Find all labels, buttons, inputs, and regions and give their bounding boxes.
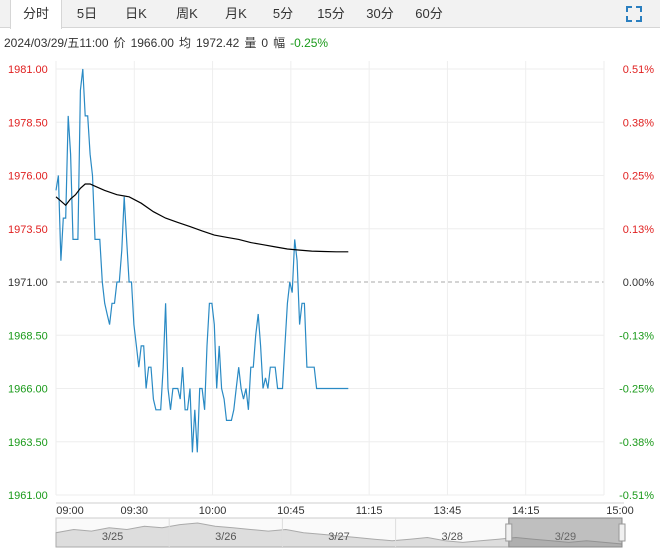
info-change: -0.25%	[290, 36, 329, 50]
info-avg-label: 均	[178, 36, 191, 50]
pct-tick-label: 0.13%	[623, 224, 654, 236]
x-tick-label: 10:45	[277, 505, 305, 517]
navigator-profile	[55, 522, 623, 548]
navigator-handle[interactable]	[618, 523, 626, 542]
y-tick-label: 1971.00	[8, 277, 48, 289]
x-tick-label: 15:00	[606, 505, 634, 517]
x-tick-label: 11:15	[356, 505, 383, 517]
pct-tick-label: -0.51%	[619, 490, 654, 502]
tab-30min[interactable]: 30分	[366, 6, 394, 21]
pct-tick-label: 0.25%	[623, 171, 654, 183]
navigator-date-label: 3/29	[555, 531, 576, 543]
average-line	[55, 183, 349, 253]
info-volume-label: 量	[244, 36, 257, 50]
info-volume: 0	[261, 36, 269, 50]
tab-fenshi[interactable]: 分时	[10, 0, 62, 29]
tab-60min[interactable]: 60分	[415, 6, 443, 21]
navigator-date-label: 3/26	[215, 531, 236, 543]
tab-monthly-k[interactable]: 月K	[225, 6, 247, 21]
price-line	[55, 68, 349, 453]
tab-5day[interactable]: 5日	[76, 6, 98, 21]
y-tick-label: 1966.00	[8, 384, 48, 396]
info-avg: 1972.42	[195, 36, 240, 50]
navigator-handle[interactable]	[505, 523, 513, 542]
y-tick-label: 1978.50	[8, 117, 48, 129]
pct-tick-label: 0.00%	[623, 277, 654, 289]
x-tick-label: 13:45	[434, 505, 462, 517]
y-tick-label: 1973.50	[8, 224, 48, 236]
y-tick-label: 1981.00	[8, 64, 48, 76]
tab-daily-k[interactable]: 日K	[125, 6, 147, 21]
navigator-selection[interactable]	[508, 517, 623, 548]
y-tick-label: 1968.50	[8, 330, 48, 342]
tab-weekly-k[interactable]: 周K	[176, 6, 198, 21]
pct-tick-label: 0.38%	[623, 117, 654, 129]
x-tick-label: 09:00	[56, 505, 84, 517]
fullscreen-icon	[626, 6, 642, 22]
y-tick-label: 1963.50	[8, 437, 48, 449]
pct-tick-label: -0.25%	[619, 384, 654, 396]
pct-tick-label: -0.13%	[619, 330, 654, 342]
info-price-label: 价	[113, 36, 126, 50]
navigator-date-label: 3/25	[102, 531, 123, 543]
tab-5min[interactable]: 5分	[272, 6, 294, 21]
fullscreen-button[interactable]	[624, 4, 644, 24]
period-tab-bar: 分时 5日 日K 周K 月K 5分 15分 30分 60分	[0, 0, 660, 29]
quote-info-bar: 2024/03/29/五11:00 价 1966.00 均 1972.42 量 0 幅 -0.2…	[4, 33, 333, 53]
x-tick-label: 09:30	[121, 505, 149, 517]
tab-15min[interactable]: 15分	[317, 6, 345, 21]
info-change-label: 幅	[273, 36, 286, 50]
info-datetime: 2024/03/29/五11:00	[4, 36, 109, 50]
x-tick-label: 14:15	[512, 505, 540, 517]
y-tick-label: 1976.00	[8, 171, 48, 183]
x-tick-label: 10:00	[199, 505, 227, 517]
navigator-date-label: 3/27	[328, 531, 349, 543]
pct-tick-label: -0.38%	[619, 437, 654, 449]
info-price: 1966.00	[130, 36, 174, 50]
pct-tick-label: 0.51%	[623, 64, 654, 76]
navigator-date-label: 3/28	[441, 531, 462, 543]
y-tick-label: 1961.00	[8, 490, 48, 502]
